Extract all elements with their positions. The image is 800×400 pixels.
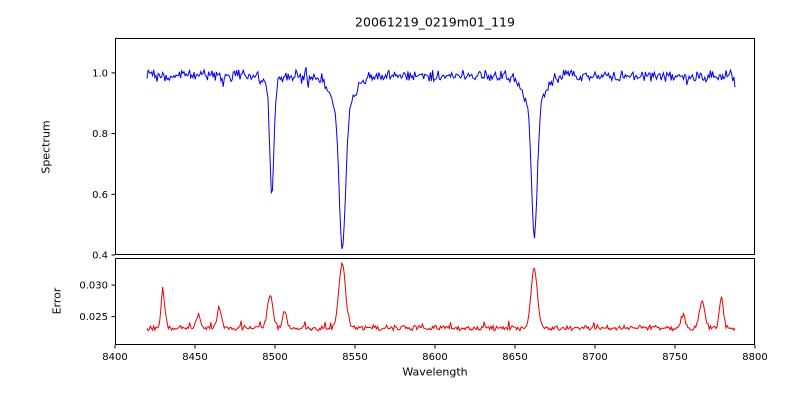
spectrum-y-tick-label: 1.0: [92, 68, 108, 79]
x-tick-label: 8600: [422, 352, 447, 363]
x-tick-label: 8450: [182, 352, 207, 363]
error-line: [146, 261, 736, 333]
x-tick-label: 8500: [262, 352, 287, 363]
x-tick-label: 8700: [582, 352, 607, 363]
error-y-tick-label: 0.030: [79, 281, 108, 292]
error-axes-frame: [115, 258, 755, 345]
spectrum-y-tick-label: 0.6: [92, 190, 108, 201]
chart-title: 20061219_0219m01_119: [355, 14, 515, 30]
x-tick-label: 8650: [502, 352, 527, 363]
spectrum-axes-frame: [115, 38, 755, 255]
x-tick-label: 8750: [662, 352, 687, 363]
spectrum-y-tick-label: 0.8: [92, 129, 108, 140]
x-axis-label: Wavelength: [402, 365, 468, 379]
spectrum-y-tick-label: 0.4: [92, 251, 108, 262]
x-tick-label: 8400: [102, 352, 127, 363]
error-y-tick-label: 0.025: [79, 312, 108, 323]
x-tick-label: 8550: [342, 352, 367, 363]
x-tick-label: 8800: [742, 352, 767, 363]
spectrum-line: [146, 67, 736, 250]
